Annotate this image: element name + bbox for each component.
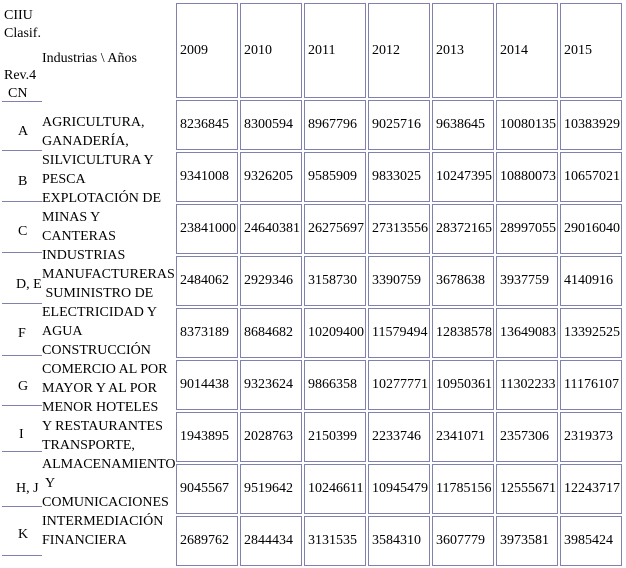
value-cell: 10246611 bbox=[304, 464, 366, 514]
value-cell: 9638645 bbox=[432, 100, 494, 150]
value-cell: 10945479 bbox=[368, 464, 430, 514]
value-cell: 11302233 bbox=[496, 360, 558, 410]
value-cell: 3158730 bbox=[304, 256, 366, 306]
industries-label-column: AGRICULTURA, GANADERÍA, SILVICULTURA Y P… bbox=[42, 115, 176, 548]
value-cell: 2844434 bbox=[240, 516, 302, 566]
value-cell: 9045567 bbox=[176, 464, 238, 514]
value-cell: 10950361 bbox=[432, 360, 494, 410]
value-cell: 10657021 bbox=[560, 152, 622, 202]
code-cell-divider bbox=[2, 101, 42, 102]
value-cell: 2689762 bbox=[176, 516, 238, 566]
value-cell: 9341008 bbox=[176, 152, 238, 202]
year-header: 2011 bbox=[304, 3, 366, 98]
value-cell: 8373189 bbox=[176, 308, 238, 358]
value-cell: 23841000 bbox=[176, 204, 238, 254]
value-cell: 2484062 bbox=[176, 256, 238, 306]
code-cell-divider bbox=[2, 303, 42, 304]
value-cell: 3607779 bbox=[432, 516, 494, 566]
value-cell: 3937759 bbox=[496, 256, 558, 306]
value-cell: 10880073 bbox=[496, 152, 558, 202]
year-header: 2012 bbox=[368, 3, 430, 98]
value-cell: 9585909 bbox=[304, 152, 366, 202]
value-cell: 29016040 bbox=[560, 204, 622, 254]
row-code: G bbox=[18, 379, 29, 394]
value-cell: 28997055 bbox=[496, 204, 558, 254]
value-cell: 3390759 bbox=[368, 256, 430, 306]
value-cell: 28372165 bbox=[432, 204, 494, 254]
value-cell: 3584310 bbox=[368, 516, 430, 566]
code-cell-divider bbox=[2, 555, 42, 556]
data-table: 2009 2010 2011 2012 2013 2014 2015 82368… bbox=[176, 3, 622, 566]
value-cell: 2150399 bbox=[304, 412, 366, 462]
value-cell: 9833025 bbox=[368, 152, 430, 202]
value-cell: 13649083 bbox=[496, 308, 558, 358]
value-cell: 10383929 bbox=[560, 100, 622, 150]
value-cell: 11785156 bbox=[432, 464, 494, 514]
value-cell: 9519642 bbox=[240, 464, 302, 514]
value-cell: 8684682 bbox=[240, 308, 302, 358]
value-cell: 8300594 bbox=[240, 100, 302, 150]
industries-years-header: Industrias \ Años bbox=[42, 51, 137, 66]
value-cell: 8236845 bbox=[176, 100, 238, 150]
row-code: D, E bbox=[16, 277, 42, 292]
value-cell: 11579494 bbox=[368, 308, 430, 358]
value-cell: 1943895 bbox=[176, 412, 238, 462]
value-cell: 9866358 bbox=[304, 360, 366, 410]
value-cell: 2233746 bbox=[368, 412, 430, 462]
value-cell: 3985424 bbox=[560, 516, 622, 566]
row-code: F bbox=[18, 326, 26, 341]
value-cell: 3973581 bbox=[496, 516, 558, 566]
value-cell: 10247395 bbox=[432, 152, 494, 202]
code-cell-divider bbox=[2, 252, 42, 253]
value-cell: 12838578 bbox=[432, 308, 494, 358]
code-cell-divider bbox=[2, 150, 42, 151]
value-cell: 2341071 bbox=[432, 412, 494, 462]
corner-header-line-ciiu: CIIU bbox=[4, 8, 33, 23]
year-header: 2015 bbox=[560, 3, 622, 98]
value-cell: 3131535 bbox=[304, 516, 366, 566]
value-cell: 2929346 bbox=[240, 256, 302, 306]
value-cell: 9025716 bbox=[368, 100, 430, 150]
value-cell: 9323624 bbox=[240, 360, 302, 410]
row-code: K bbox=[18, 527, 29, 542]
code-cell-divider bbox=[2, 405, 42, 406]
code-cell-divider bbox=[2, 355, 42, 356]
row-code: A bbox=[18, 124, 29, 139]
value-cell: 11176107 bbox=[560, 360, 622, 410]
value-cell: 12555671 bbox=[496, 464, 558, 514]
year-header: 2010 bbox=[240, 3, 302, 98]
value-cell: 9326205 bbox=[240, 152, 302, 202]
row-code: B bbox=[18, 174, 28, 189]
code-cell-divider bbox=[2, 451, 42, 452]
value-cell: 26275697 bbox=[304, 204, 366, 254]
value-cell: 2319373 bbox=[560, 412, 622, 462]
value-cell: 10209400 bbox=[304, 308, 366, 358]
value-cell: 24640381 bbox=[240, 204, 302, 254]
value-cell: 4140916 bbox=[560, 256, 622, 306]
value-cell: 10080135 bbox=[496, 100, 558, 150]
value-cell: 8967796 bbox=[304, 100, 366, 150]
row-code: I bbox=[19, 427, 24, 442]
value-cell: 12243717 bbox=[560, 464, 622, 514]
code-cell-divider bbox=[2, 506, 42, 507]
row-code: H, J bbox=[16, 481, 39, 496]
row-code: C bbox=[18, 224, 28, 239]
corner-header-line-clasif: Clasif. bbox=[4, 26, 41, 41]
corner-header-line-rev4: Rev.4 bbox=[4, 68, 37, 83]
value-cell: 27313556 bbox=[368, 204, 430, 254]
year-header: 2014 bbox=[496, 3, 558, 98]
year-header: 2009 bbox=[176, 3, 238, 98]
value-cell: 2028763 bbox=[240, 412, 302, 462]
corner-header-line-cn: CN bbox=[8, 86, 28, 101]
value-cell: 2357306 bbox=[496, 412, 558, 462]
value-cell: 3678638 bbox=[432, 256, 494, 306]
value-cell: 13392525 bbox=[560, 308, 622, 358]
code-cell-divider bbox=[2, 201, 42, 202]
year-header: 2013 bbox=[432, 3, 494, 98]
value-cell: 9014438 bbox=[176, 360, 238, 410]
value-cell: 10277771 bbox=[368, 360, 430, 410]
